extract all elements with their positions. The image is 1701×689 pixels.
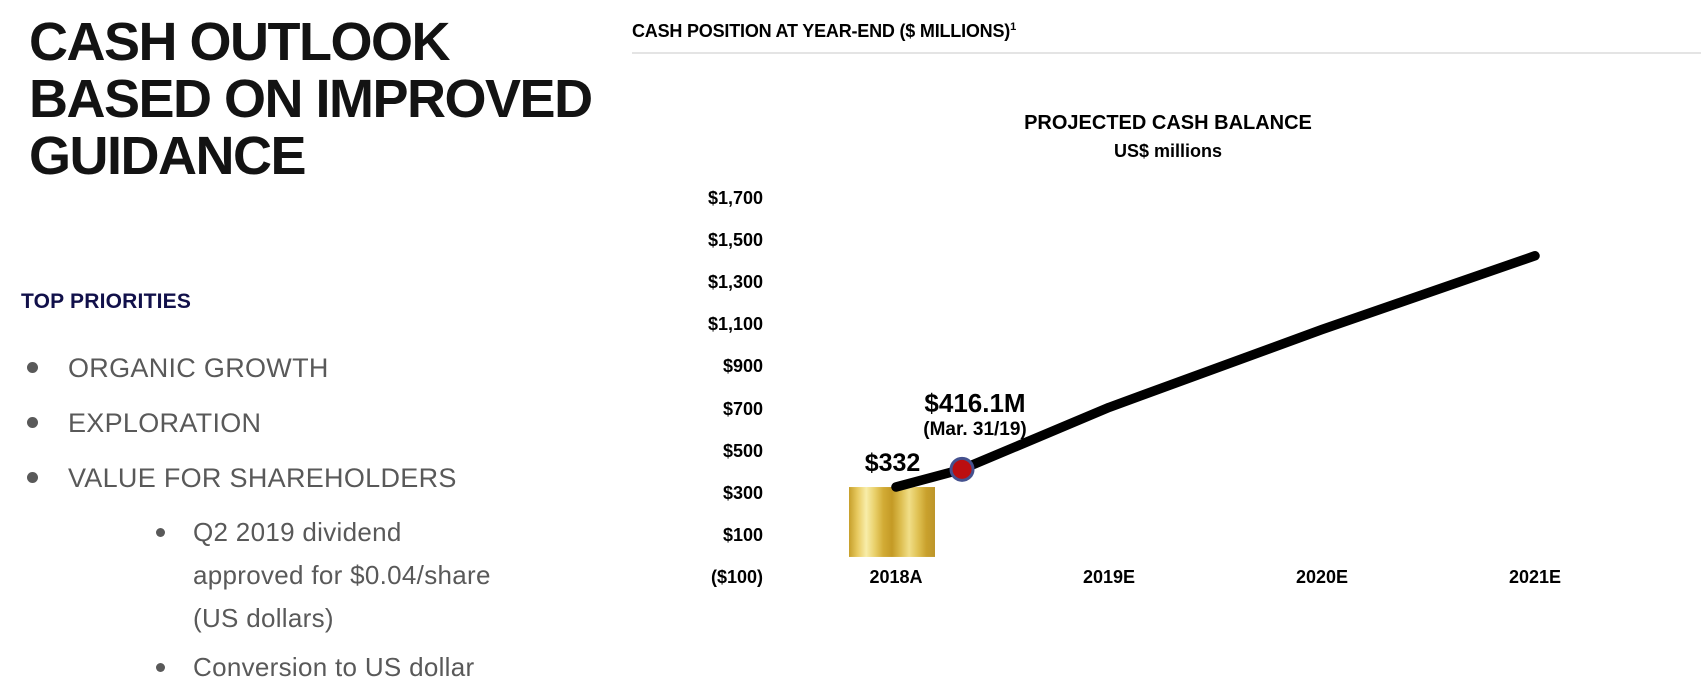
bullet-icon <box>27 417 38 428</box>
list-item-label: ORGANIC GROWTH <box>68 353 329 383</box>
bullet-icon <box>27 362 38 373</box>
list-item-value-for-shareholders: VALUE FOR SHAREHOLDERS Q2 2019 dividend … <box>0 462 580 689</box>
chart-header-footnote-marker: 1 <box>1010 21 1017 33</box>
y-axis-tick-label: $500 <box>722 440 763 461</box>
priorities-list: ORGANIC GROWTH EXPLORATION VALUE FOR SHA… <box>0 352 580 689</box>
slide-title-line: CASH OUTLOOK <box>29 12 450 72</box>
y-axis-tick-label: ($100) <box>710 567 763 587</box>
x-axis-category-label: 2021E <box>1508 567 1562 587</box>
list-item-exploration: EXPLORATION <box>0 407 580 439</box>
annotation-interim-date: (Mar. 31/19) <box>923 419 1027 440</box>
chart-title: PROJECTED CASH BALANCE <box>1024 112 1312 134</box>
list-item-label: Q2 2019 dividend approved for $0.04/shar… <box>193 517 491 633</box>
y-axis-tick-label: $1,700 <box>707 188 763 208</box>
list-item-q2-dividend: Q2 2019 dividend approved for $0.04/shar… <box>156 511 493 640</box>
chart-subtitle: US$ millions <box>1113 141 1223 161</box>
bullet-icon <box>156 528 165 537</box>
list-item-label: VALUE FOR SHAREHOLDERS <box>68 463 457 493</box>
y-axis-tick-label: $1,300 <box>707 272 763 293</box>
list-item-label: EXPLORATION <box>68 408 262 438</box>
y-axis-tick-label: $700 <box>722 398 763 419</box>
top-priorities-heading: TOP PRIORITIES <box>21 290 192 313</box>
x-axis-category-label: 2020E <box>1295 567 1349 587</box>
slide-title-line: GUIDANCE <box>29 126 307 186</box>
interim-point-marker <box>949 456 975 482</box>
shareholder-sub-list: Q2 2019 dividend approved for $0.04/shar… <box>156 511 580 689</box>
slide-title-line: BASED ON IMPROVED <box>29 69 593 129</box>
y-axis-tick-label: $100 <box>722 524 763 545</box>
bullet-icon <box>27 472 38 483</box>
list-item-label: Conversion to US dollar <box>193 652 475 682</box>
list-item-usd-conversion: Conversion to US dollar <box>156 646 493 689</box>
chart-header-text: CASH POSITION AT YEAR-END ($ MILLIONS) <box>632 21 1011 41</box>
annotation-2018-value: $332 <box>864 449 921 477</box>
slide-title: CASH OUTLOOK BASED ON IMPROVED GUIDANCE <box>29 12 593 186</box>
x-axis-category-label: 2018A <box>869 567 923 587</box>
y-axis-tick-label: $1,100 <box>707 314 763 335</box>
y-axis-labels: $1,700 $1,500 $1,300 $1,100 $900 $700 $500 $300… <box>600 0 763 689</box>
gold-bullion-bar <box>849 487 935 557</box>
x-axis-category-label: 2019E <box>1082 567 1136 587</box>
y-axis-tick-label: $300 <box>722 482 763 503</box>
bullet-icon <box>156 663 165 672</box>
y-axis-tick-label: $1,500 <box>707 230 763 251</box>
cash-projection-line <box>891 251 1540 492</box>
annotation-interim-value: $416.1M <box>924 388 1026 418</box>
chart-header-rule <box>632 52 1701 54</box>
list-item-organic-growth: ORGANIC GROWTH <box>0 352 580 384</box>
y-axis-tick-label: $900 <box>722 356 763 377</box>
chart-header: CASH POSITION AT YEAR-END ($ MILLIONS)1 <box>632 21 1016 42</box>
